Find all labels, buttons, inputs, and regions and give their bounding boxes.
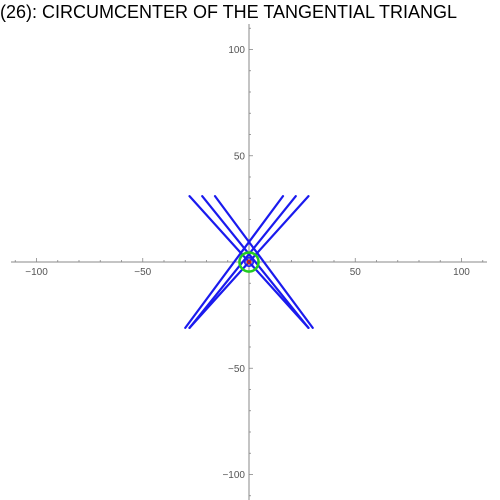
y-tick-label: 50 <box>234 151 246 162</box>
x-tick-label: −100 <box>25 267 48 278</box>
y-tick-label: −100 <box>222 470 245 481</box>
x-tick-label: −50 <box>134 267 151 278</box>
series-line-6 <box>184 195 285 329</box>
circle-3 <box>246 259 252 265</box>
series-line-3 <box>188 195 310 329</box>
y-tick-label: −50 <box>228 364 245 375</box>
circle-1 <box>238 251 260 273</box>
chart-title: (26): CIRCUMCENTER OF THE TANGENTIAL TRI… <box>0 2 458 22</box>
x-tick-label: 100 <box>453 267 470 278</box>
series-line-2 <box>201 195 310 329</box>
series-line-5 <box>213 195 314 329</box>
circle-group <box>238 251 260 273</box>
series-group <box>184 195 314 329</box>
x-tick-label: 50 <box>350 267 362 278</box>
series-line-4 <box>188 195 297 329</box>
circle-2 <box>243 256 255 268</box>
y-tick-label: 100 <box>228 45 245 56</box>
